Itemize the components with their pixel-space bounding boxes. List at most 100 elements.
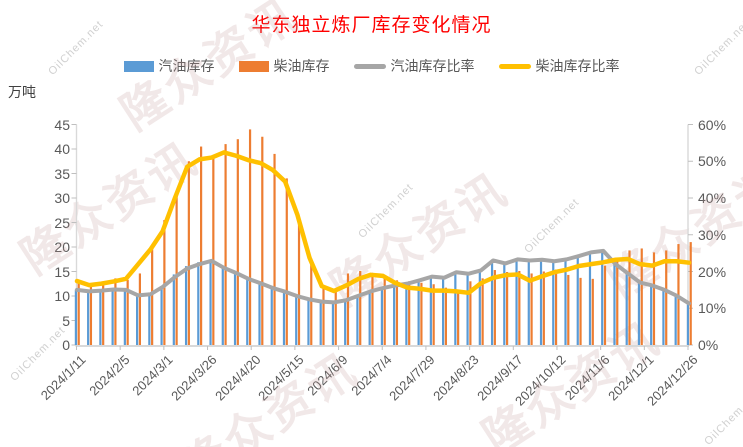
legend-swatch-汽油库存 xyxy=(123,60,154,72)
line-柴油库存比率 xyxy=(74,150,692,296)
bar-柴油库存-10/17 xyxy=(567,274,570,345)
bar-柴油库存-8/22 xyxy=(469,281,472,345)
bar-汽油库存-5/2 xyxy=(270,288,273,345)
bar-汽油库存-10/10 xyxy=(552,261,555,345)
bar-柴油库存-1/18 xyxy=(89,283,93,345)
bar-柴油库存-6/13 xyxy=(346,273,350,345)
bar-汽油库存-7/4 xyxy=(380,288,383,345)
legend-item-柴油库存比率: 柴油库存比率 xyxy=(498,56,620,76)
bar-汽油库存-2/8 xyxy=(123,290,126,345)
left-axis-tick-label: 10 xyxy=(54,288,70,304)
bar-柴油库存-10/24 xyxy=(579,277,582,345)
bar-柴油库存-5/30 xyxy=(322,288,325,345)
bar-柴油库存-7/11 xyxy=(395,280,399,345)
bar-汽油库存-8/22 xyxy=(466,273,469,345)
bar-汽油库存-6/27 xyxy=(368,291,371,345)
bar-汽油库存-12/19 xyxy=(674,295,677,345)
bar-柴油库存-11/7 xyxy=(603,265,607,345)
bar-汽油库存-9/12 xyxy=(503,263,506,345)
bar-柴油库存-1/11 xyxy=(77,280,80,345)
bar-柴油库存-8/29 xyxy=(481,278,484,345)
legend-label: 柴油库存比率 xyxy=(535,58,620,74)
bar-柴油库存-7/18 xyxy=(408,281,411,345)
bar-柴油库存-2/1 xyxy=(114,278,117,345)
bar-汽油库存-11/7 xyxy=(601,250,604,345)
bar-汽油库存-3/7 xyxy=(172,274,175,345)
bar-汽油库存-5/9 xyxy=(282,291,286,345)
bar-柴油库存-2/15 xyxy=(138,273,141,345)
left-axis-tick-label: 30 xyxy=(54,190,70,206)
bar-柴油库存-10/3 xyxy=(542,271,545,345)
bar-柴油库存-7/4 xyxy=(383,276,386,345)
bar-汽油库存-10/31 xyxy=(588,252,592,345)
bar-汽油库存-2/29 xyxy=(160,286,163,345)
bar-柴油库存-5/2 xyxy=(273,153,276,345)
legend-label: 汽油库存比率 xyxy=(390,58,475,74)
left-axis-unit-label: 万吨 xyxy=(8,84,36,100)
right-axis-tick-label: 40% xyxy=(698,190,727,206)
bar-柴油库存-11/28 xyxy=(640,248,643,345)
right-axis-tick-label: 60% xyxy=(698,116,727,133)
legend-label: 柴油库存 xyxy=(273,58,330,74)
bar-柴油库存-3/28 xyxy=(212,156,215,345)
bar-柴油库存-11/14 xyxy=(616,258,619,345)
bar-汽油库存-12/12 xyxy=(662,289,665,345)
bar-汽油库存-4/18 xyxy=(246,278,249,345)
bar-汽油库存-9/5 xyxy=(490,260,494,345)
bar-柴油库存-8/1 xyxy=(432,284,435,345)
bar-汽油库存-7/25 xyxy=(417,280,420,345)
bar-汽油库存-2/22 xyxy=(148,294,151,345)
bar-汽油库存-12/5 xyxy=(650,285,653,345)
bar-柴油库存-2/8 xyxy=(126,279,129,345)
bar-汽油库存-8/29 xyxy=(478,270,481,345)
bar-柴油库存-9/26 xyxy=(530,273,533,345)
bar-汽油库存-6/6 xyxy=(331,302,335,345)
bar-柴油库存-8/15 xyxy=(457,290,460,345)
bar-汽油库存-4/25 xyxy=(258,283,261,345)
bar-柴油库存-3/7 xyxy=(175,190,178,345)
bar-汽油库存-2/1 xyxy=(111,289,114,345)
bar-柴油库存-2/29 xyxy=(163,220,166,345)
bar-汽油库存-8/15 xyxy=(454,271,457,345)
right-axis-tick-label: 0% xyxy=(698,337,719,353)
bar-汽油库存-11/28 xyxy=(637,282,641,345)
bar-汽油库存-7/11 xyxy=(393,285,396,345)
bar-汽油库存-9/26 xyxy=(527,260,530,345)
legend-item-柴油库存: 柴油库存 xyxy=(238,56,330,76)
bar-汽油库存-5/23 xyxy=(307,299,310,345)
bar-汽油库存-4/11 xyxy=(233,272,237,345)
bar-柴油库存-3/21 xyxy=(200,146,203,345)
bar-汽油库存-3/28 xyxy=(209,260,212,345)
bar-汽油库存-6/20 xyxy=(356,295,359,345)
legend-item-汽油库存: 汽油库存 xyxy=(123,56,215,76)
bar-汽油库存-3/14 xyxy=(184,266,188,345)
right-axis-tick-label: 10% xyxy=(698,300,727,317)
bar-柴油库存-6/27 xyxy=(371,272,374,345)
right-axis-tick-label: 30% xyxy=(698,226,727,243)
right-axis-tick-label: 20% xyxy=(698,263,727,280)
bar-柴油库存-12/26 xyxy=(689,242,692,345)
bar-柴油库存-10/10 xyxy=(554,269,558,345)
chart-title: 华东独立炼厂库存变化情况 xyxy=(251,15,492,36)
legend-swatch-柴油库存 xyxy=(238,60,269,72)
bar-柴油库存-3/14 xyxy=(187,161,190,345)
bar-柴油库存-4/25 xyxy=(261,136,264,345)
bar-柴油库存-9/19 xyxy=(518,271,521,345)
bar-汽油库存-7/18 xyxy=(405,283,408,345)
bar-柴油库存-12/12 xyxy=(665,250,668,345)
bar-柴油库存-8/8 xyxy=(444,287,447,345)
line-汽油库存比率 xyxy=(75,248,691,306)
bar-汽油库存-8/1 xyxy=(429,276,432,345)
left-axis-tick-label: 20 xyxy=(54,239,70,255)
bar-柴油库存-5/23 xyxy=(310,258,313,345)
bar-汽油库存-9/19 xyxy=(515,259,518,345)
bar-柴油库存-4/18 xyxy=(248,129,252,345)
bar-汽油库存-11/14 xyxy=(613,264,616,345)
bar-柴油库存-5/16 xyxy=(297,217,301,345)
left-axis-tick-label: 15 xyxy=(54,263,70,280)
bar-柴油库存-4/11 xyxy=(236,139,239,345)
left-axis-tick-label: 35 xyxy=(54,165,70,182)
bar-汽油库存-1/18 xyxy=(87,291,90,345)
